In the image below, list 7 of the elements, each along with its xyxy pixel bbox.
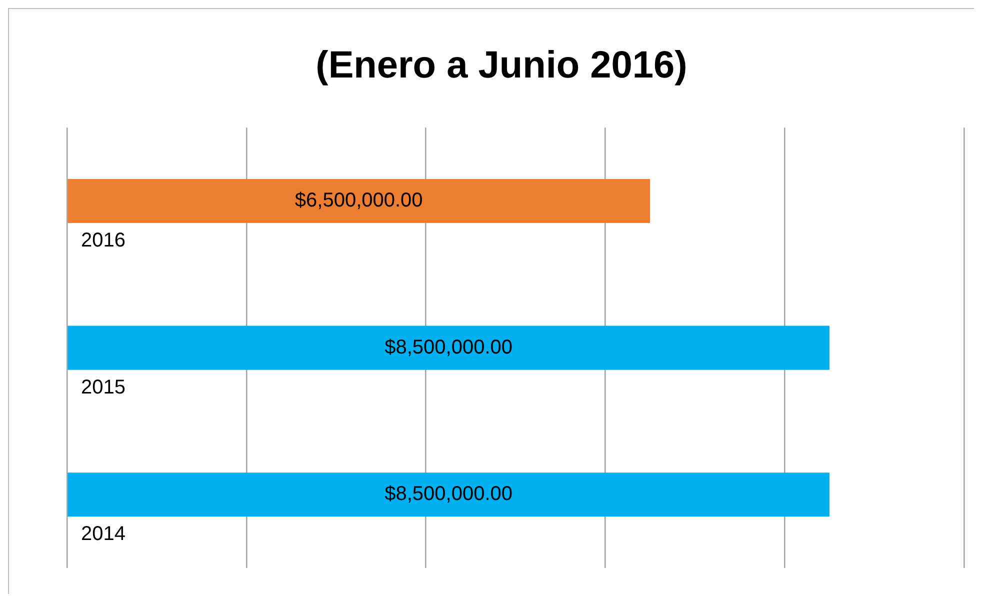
data-label: $8,500,000.00: [384, 483, 513, 506]
chart-title: (Enero a Junio 2016): [316, 44, 688, 86]
y-tick-label: 2016: [81, 230, 126, 252]
y-tick-label: 2014: [81, 523, 126, 546]
data-label: $8,500,000.00: [384, 336, 513, 358]
y-tick-label: 2015: [81, 376, 126, 398]
data-label: $6,500,000.00: [294, 190, 423, 212]
